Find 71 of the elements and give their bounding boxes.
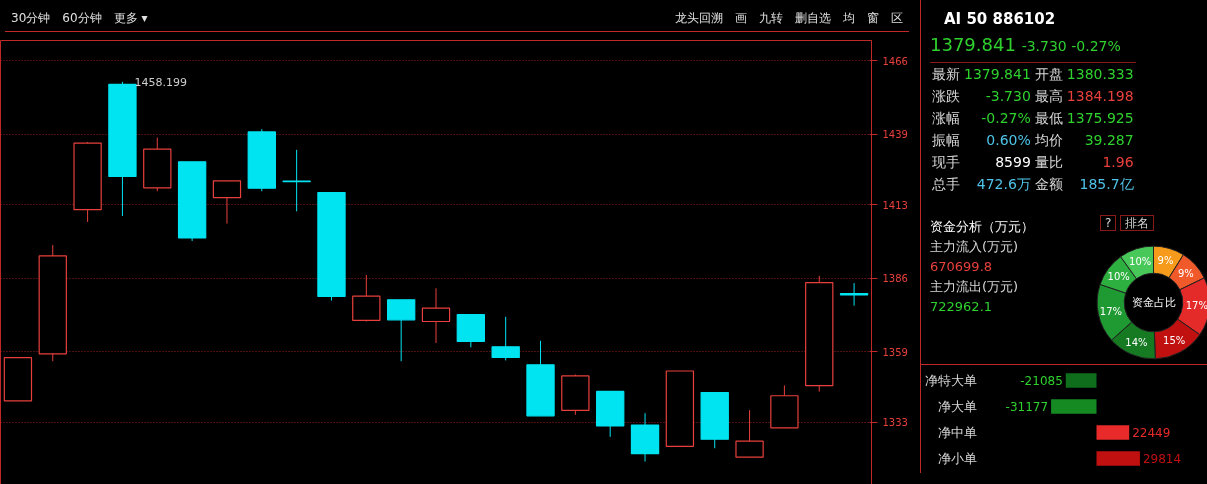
data-label: -21085 [1020, 374, 1063, 388]
text: 60分钟 [62, 11, 102, 25]
text: 8599 [995, 154, 1031, 171]
text: 龙头回溯 [675, 11, 723, 25]
y-tick-label: 1413 [882, 199, 908, 211]
text: -3.730 [985, 88, 1031, 105]
text: 删自选 [795, 11, 831, 25]
text: 最新 [932, 66, 960, 83]
text: 涨幅 [932, 110, 960, 127]
text: 最低 [1034, 110, 1063, 127]
text: 均价 [1034, 132, 1063, 149]
data-label: 10% [1129, 255, 1152, 267]
text: 1.96 [1102, 154, 1134, 171]
text: 排名 [1120, 215, 1155, 231]
text: 0.60% [986, 132, 1031, 149]
y-tick-label: 净小单 [937, 451, 977, 466]
text: 主力流入(万元) [930, 239, 1019, 254]
data-label: 15% [1163, 335, 1186, 347]
text: -0.27% [1071, 38, 1121, 55]
data-label: 9% [1157, 255, 1174, 267]
text: AI 50 886102 [944, 9, 1057, 30]
text: 九转 [759, 11, 783, 25]
y-tick-label: 1359 [882, 346, 908, 358]
text: 722962.1 [930, 299, 993, 314]
data-label: 17% [1099, 305, 1123, 317]
text: -3.730 [1021, 38, 1067, 55]
data-label: 22449 [1132, 426, 1171, 440]
candlestick [839, 282, 869, 307]
text: 185.7亿 [1079, 176, 1134, 193]
text: 振幅 [932, 132, 960, 149]
text: ? [1100, 215, 1117, 231]
data-label: 17% [1185, 300, 1207, 312]
text: 更多 ▾ [113, 11, 148, 25]
y-tick-label: 1466 [882, 55, 908, 67]
annotation: 1458.199 [134, 75, 187, 89]
data-label: 29814 [1142, 452, 1182, 466]
data-label: 14% [1125, 336, 1148, 348]
text: 472.6万 [976, 176, 1031, 193]
y-tick-label: 净大单 [937, 399, 977, 414]
text: 1375.925 [1066, 110, 1134, 127]
text: 均 [843, 11, 855, 25]
text: 开盘 [1034, 66, 1063, 83]
text: 量比 [1034, 154, 1063, 171]
text: 39.287 [1084, 132, 1134, 149]
text: 窗 [867, 11, 879, 25]
text: 1379.841 [930, 34, 1016, 56]
text: 1384.198 [1066, 88, 1134, 105]
candlestick [282, 149, 311, 212]
text: 资金占比 [1131, 296, 1176, 309]
data-label: 9% [1177, 268, 1194, 280]
text: 总手 [932, 176, 960, 193]
data-label: 10% [1107, 271, 1130, 283]
y-tick-label: 1333 [882, 417, 908, 429]
text: 画 [735, 11, 747, 25]
text: 资金分析（万元） [930, 218, 1034, 236]
y-tick-label: 1439 [882, 129, 908, 141]
text: 1379.841 [964, 66, 1031, 83]
text: 涨跌 [932, 88, 960, 105]
text: 主力流出(万元) [930, 279, 1019, 294]
y-tick-label: 净中单 [937, 425, 977, 440]
text: 金额 [1034, 176, 1063, 193]
text: 现手 [932, 154, 960, 171]
y-tick-label: 1386 [882, 273, 908, 285]
text: 670699.8 [930, 259, 993, 274]
text: 最高 [1034, 88, 1063, 105]
data-label: -31177 [1005, 400, 1049, 414]
text: 区 [891, 11, 903, 25]
y-tick-label: 净特大单 [924, 373, 977, 388]
text: -0.27% [981, 110, 1031, 127]
text: 1380.333 [1066, 66, 1134, 83]
text: 30分钟 [11, 11, 51, 25]
